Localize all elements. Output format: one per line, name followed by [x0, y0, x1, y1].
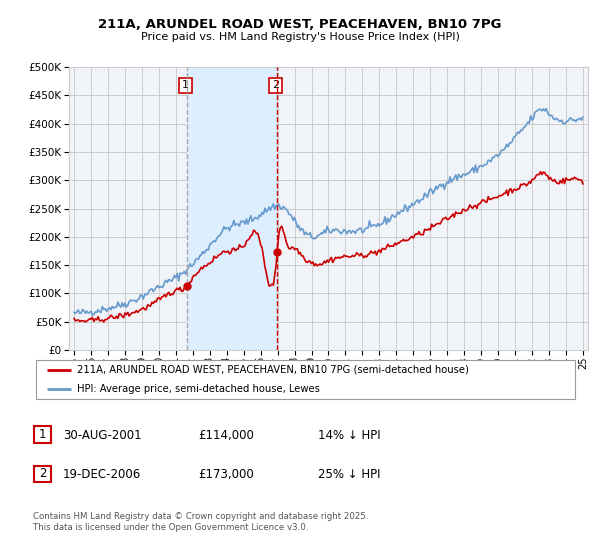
Text: 211A, ARUNDEL ROAD WEST, PEACEHAVEN, BN10 7PG: 211A, ARUNDEL ROAD WEST, PEACEHAVEN, BN1…: [98, 18, 502, 31]
Text: HPI: Average price, semi-detached house, Lewes: HPI: Average price, semi-detached house,…: [77, 384, 320, 394]
Text: £114,000: £114,000: [198, 429, 254, 442]
Text: 30-AUG-2001: 30-AUG-2001: [63, 429, 142, 442]
Text: £173,000: £173,000: [198, 468, 254, 482]
Text: 2: 2: [272, 80, 279, 90]
Text: Contains HM Land Registry data © Crown copyright and database right 2025.
This d: Contains HM Land Registry data © Crown c…: [33, 512, 368, 532]
Text: 1: 1: [39, 428, 46, 441]
Text: 211A, ARUNDEL ROAD WEST, PEACEHAVEN, BN10 7PG (semi-detached house): 211A, ARUNDEL ROAD WEST, PEACEHAVEN, BN1…: [77, 365, 469, 375]
Text: 19-DEC-2006: 19-DEC-2006: [63, 468, 141, 482]
Text: 2: 2: [39, 467, 46, 480]
Text: 25% ↓ HPI: 25% ↓ HPI: [318, 468, 380, 482]
Bar: [187, 67, 277, 350]
Text: 14% ↓ HPI: 14% ↓ HPI: [318, 429, 380, 442]
FancyBboxPatch shape: [34, 427, 51, 442]
Text: Price paid vs. HM Land Registry's House Price Index (HPI): Price paid vs. HM Land Registry's House …: [140, 32, 460, 43]
FancyBboxPatch shape: [36, 360, 575, 399]
FancyBboxPatch shape: [34, 466, 51, 482]
Text: 1: 1: [182, 80, 189, 90]
